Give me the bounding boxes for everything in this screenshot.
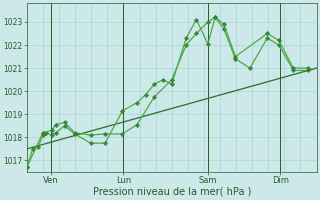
X-axis label: Pression niveau de la mer( hPa ): Pression niveau de la mer( hPa )	[92, 187, 251, 197]
